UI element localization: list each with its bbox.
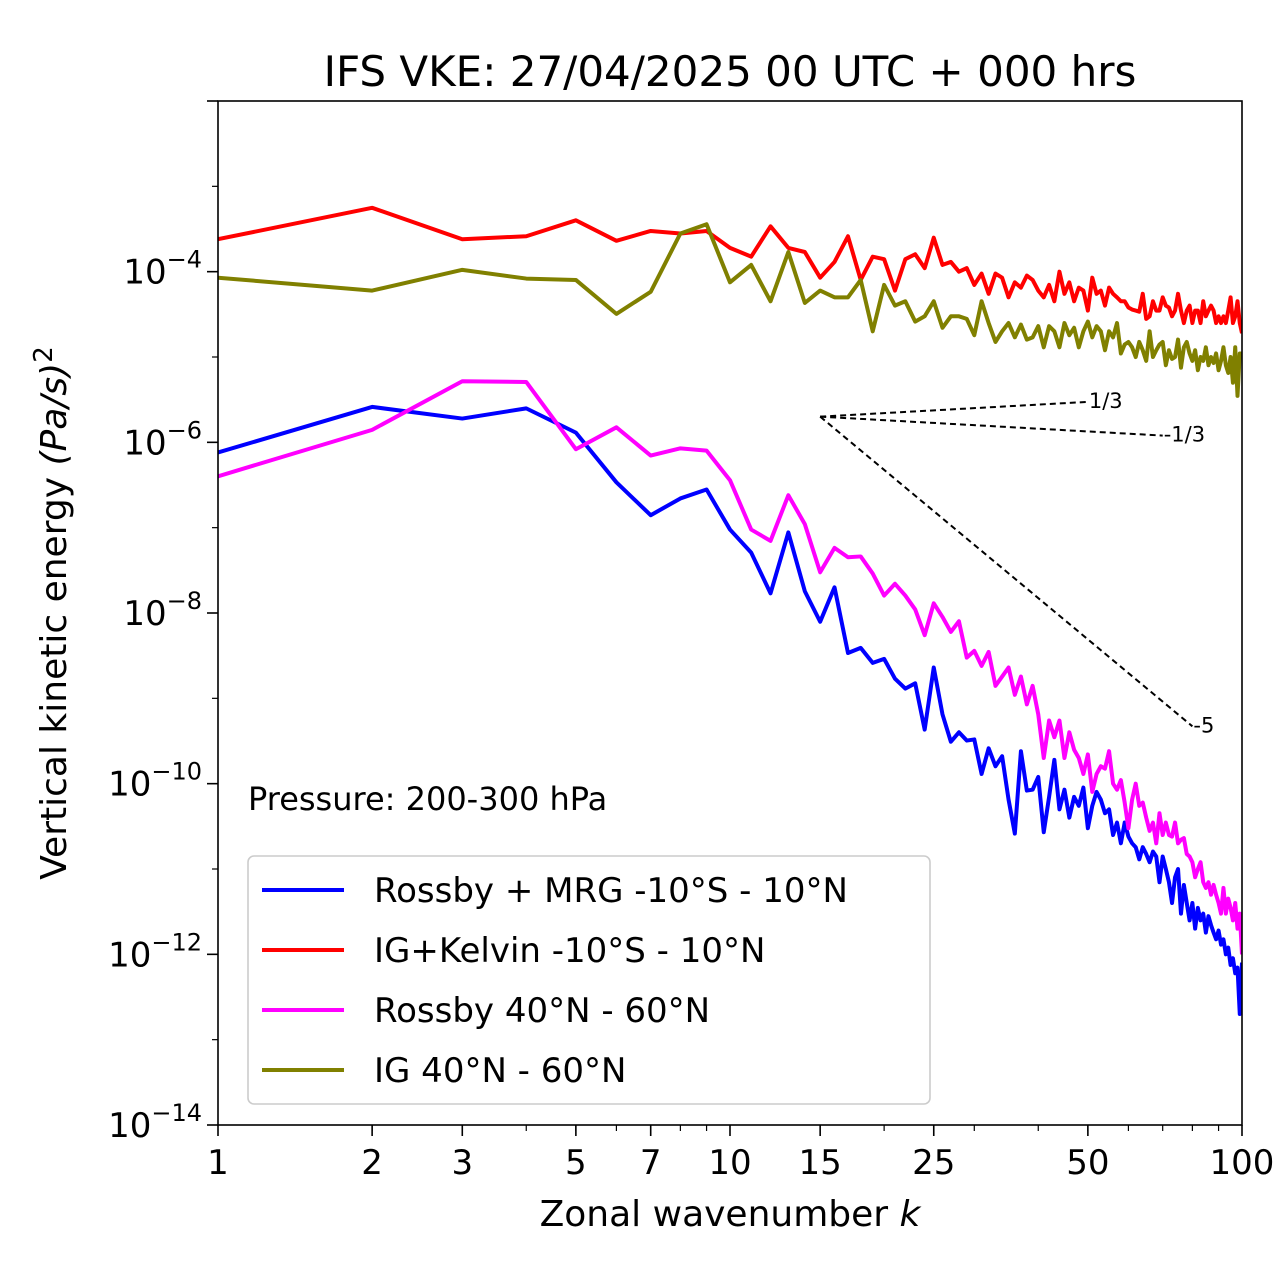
y-axis-label: Vertical kinetic energy (Pa/s)2 <box>29 346 75 880</box>
slope-line-1 <box>820 415 1163 437</box>
slope-label-2: -5 <box>1193 713 1214 737</box>
x-tick-label: 25 <box>912 1143 955 1183</box>
y-tick-label: 10−14 <box>108 1099 202 1146</box>
reference-slope-lines: 1/3 -1/3 -5 <box>819 389 1214 737</box>
x-tick-label: 50 <box>1066 1143 1109 1183</box>
legend-label-2: Rossby 40°N - 60°N <box>374 991 710 1031</box>
legend: Rossby + MRG -10°S - 10°N IG+Kelvin -10°S… <box>247 855 931 1105</box>
x-tick-label: 1 <box>207 1143 229 1183</box>
plot-area <box>218 205 1242 1016</box>
legend-label-1: IG+Kelvin -10°S - 10°N <box>374 931 765 971</box>
slope-line-0 <box>820 400 1088 418</box>
y-tick-label: 10−4 <box>123 246 202 293</box>
series-line-0 <box>218 404 1242 1016</box>
y-tick-label: 10−10 <box>108 758 202 805</box>
x-tick-label: 3 <box>451 1143 473 1183</box>
series-line-2 <box>218 379 1242 955</box>
x-tick-label: 15 <box>799 1143 842 1183</box>
x-tick-label: 2 <box>361 1143 383 1183</box>
slope-line-2 <box>819 415 1194 728</box>
x-tick-label: 7 <box>640 1143 662 1183</box>
x-axis-label: Zonal wavenumber k <box>540 1194 923 1235</box>
legend-label-3: IG 40°N - 60°N <box>374 1051 626 1091</box>
y-axis-ticks: 10−14 10−12 10−10 10−8 10−6 10−4 <box>108 100 218 1146</box>
legend-label-0: Rossby + MRG -10°S - 10°N <box>374 871 848 911</box>
chart-title: IFS VKE: 27/04/2025 00 UTC + 000 hrs <box>324 47 1137 96</box>
x-tick-label: 5 <box>565 1143 587 1183</box>
y-tick-label: 10−12 <box>108 928 202 975</box>
y-tick-label: 10−8 <box>123 587 202 634</box>
x-tick-label: 10 <box>708 1143 751 1183</box>
slope-label-0: 1/3 <box>1089 389 1123 413</box>
legend-box <box>247 855 931 1105</box>
plot-frame <box>217 100 1243 1126</box>
x-axis-ticks: 1 2 3 5 7 10 15 25 50 100 <box>207 1125 1274 1183</box>
x-tick-label: 100 <box>1210 1143 1275 1183</box>
series-line-3 <box>218 222 1242 398</box>
pressure-annotation: Pressure: 200-300 hPa <box>248 780 607 818</box>
slope-label-1: -1/3 <box>1164 423 1205 447</box>
y-tick-label: 10−6 <box>123 416 202 463</box>
series-line-1 <box>218 205 1242 334</box>
